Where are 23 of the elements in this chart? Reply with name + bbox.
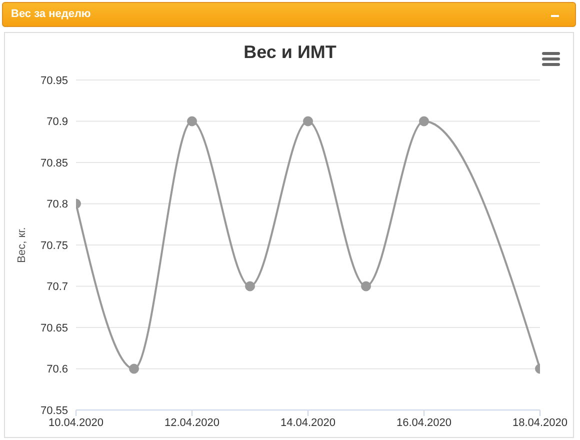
point <box>419 116 429 126</box>
y-axis-title: Вес, кг. <box>16 227 28 263</box>
x-tick-label: 14.04.2020 <box>280 416 336 429</box>
y-tick-label: 70.95 <box>40 74 68 87</box>
x-tick-label: 18.04.2020 <box>512 416 568 429</box>
y-tick-label: 70.85 <box>40 157 68 170</box>
x-tick-label: 16.04.2020 <box>396 416 452 429</box>
y-tick-label: 70.8 <box>46 198 68 211</box>
chart-title: Вес и ИМТ <box>242 42 338 63</box>
y-tick-label: 70.7 <box>46 281 68 294</box>
x-tick-label: 10.04.2020 <box>48 416 104 429</box>
y-tick-label: 70.55 <box>40 404 68 417</box>
text: Вес за неделю <box>2 2 576 27</box>
y-tick-label: 70.65 <box>40 322 68 334</box>
y-tick-label: 70.75 <box>40 240 68 252</box>
point <box>129 364 139 374</box>
point <box>245 281 255 292</box>
y-tick-label: 70.9 <box>46 116 68 128</box>
y-tick-label: 70.6 <box>46 364 68 376</box>
point <box>361 281 371 292</box>
point <box>303 116 313 126</box>
point <box>187 116 197 126</box>
x-tick-label: 12.04.2020 <box>164 416 220 429</box>
